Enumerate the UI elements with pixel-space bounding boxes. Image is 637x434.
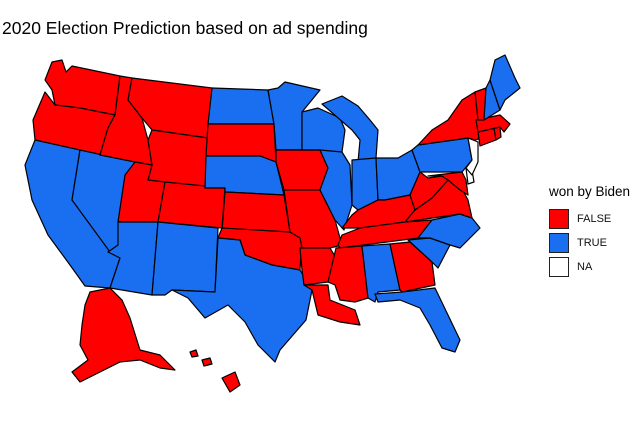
state-IA bbox=[275, 149, 329, 191]
state-MS bbox=[327, 245, 369, 303]
legend-swatch-true bbox=[549, 233, 569, 253]
state-TX bbox=[171, 237, 313, 363]
state-NJ bbox=[465, 137, 479, 176]
us-choropleth-map bbox=[24, 54, 521, 393]
legend-swatch-false bbox=[549, 209, 569, 229]
legend-label-false: FALSE bbox=[577, 213, 612, 225]
legend-item-false: FALSE bbox=[549, 207, 630, 231]
state-ND bbox=[207, 87, 275, 125]
state-KS bbox=[221, 191, 291, 233]
legend-item-na: NA bbox=[549, 255, 630, 279]
state-NM bbox=[151, 221, 219, 296]
legend-title: won by Biden bbox=[549, 184, 631, 199]
state-NY bbox=[417, 91, 483, 146]
state-CO bbox=[157, 181, 226, 229]
state-AK bbox=[71, 287, 176, 383]
state-LA bbox=[303, 284, 361, 326]
state-FL bbox=[374, 287, 461, 353]
state-NC bbox=[417, 213, 481, 249]
state-ME bbox=[489, 54, 521, 111]
state-MI bbox=[321, 95, 379, 163]
legend-label-na: NA bbox=[577, 261, 593, 273]
state-IL bbox=[319, 149, 353, 231]
legend: won by Biden FALSE TRUE NA bbox=[549, 184, 630, 279]
legend-item-true: TRUE bbox=[549, 231, 630, 255]
legend-label-true: TRUE bbox=[577, 237, 607, 249]
map-title: 2020 Election Prediction based on ad spe… bbox=[2, 18, 368, 38]
state-HI bbox=[189, 349, 241, 393]
state-MD bbox=[427, 171, 469, 196]
state-WY bbox=[147, 129, 209, 189]
legend-swatch-na bbox=[549, 257, 569, 277]
